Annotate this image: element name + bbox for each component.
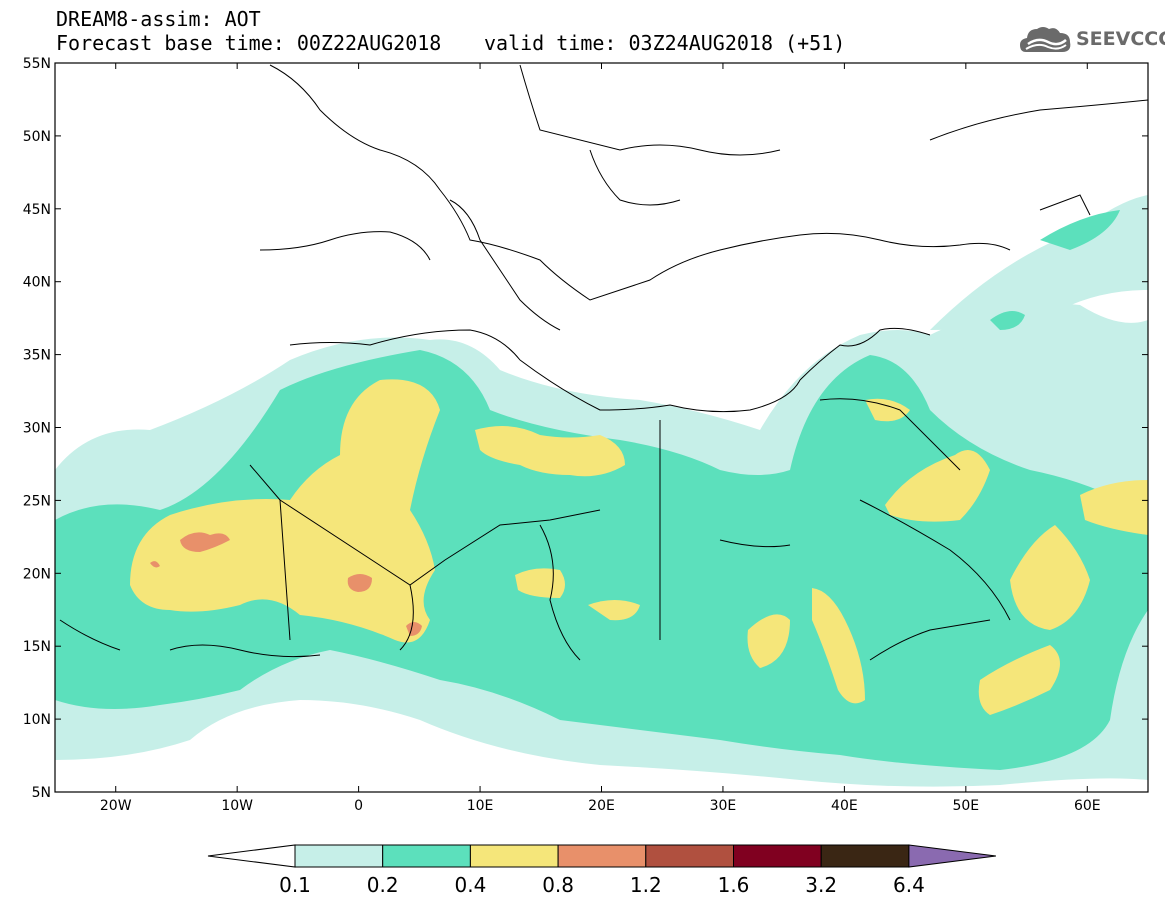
lat-tick-label: 10N bbox=[23, 712, 51, 728]
lon-tick-label: 40E bbox=[831, 798, 858, 814]
lon-tick-label: 30E bbox=[710, 798, 737, 814]
lat-tick-label: 50N bbox=[23, 129, 51, 145]
aot-level-0.2 bbox=[55, 350, 1148, 770]
country-borders bbox=[59, 64, 1148, 661]
forecast-base-time: Forecast base time: 00Z22AUG2018 bbox=[56, 31, 442, 55]
lat-tick-label: 45N bbox=[23, 202, 51, 218]
lon-tick-label: 60E bbox=[1074, 798, 1101, 814]
colorbar: 0.1 0.2 0.4 0.8 1.2 1.6 3.2 6.4 bbox=[207, 844, 996, 897]
colorbar-swatch bbox=[382, 844, 471, 868]
lon-tick-label: 50E bbox=[952, 798, 979, 814]
lat-tick-label: 40N bbox=[23, 275, 51, 291]
colorbar-swatch bbox=[294, 844, 384, 868]
aot-level-0.8 bbox=[180, 532, 230, 552]
colorbar-swatch bbox=[733, 844, 822, 868]
seevccc-logo: SEEVCCC bbox=[1018, 20, 1165, 60]
colorbar-under-arrow bbox=[207, 844, 296, 868]
valid-time: valid time: 03Z24AUG2018 (+51) bbox=[484, 31, 846, 55]
colorbar-swatch bbox=[820, 844, 910, 868]
colorbar-swatch bbox=[557, 844, 647, 868]
lat-tick-label: 30N bbox=[23, 421, 51, 437]
axis-ticks: 20W 10W 0 10E 20E 30E 40E 50E 60E 55N 50N 45N 40N 35N… bbox=[23, 56, 1148, 814]
map-title: DREAM8-assim: AOT bbox=[56, 7, 261, 31]
colorbar-swatch bbox=[645, 844, 734, 868]
aot-field bbox=[55, 195, 1148, 787]
lat-tick-label: 5N bbox=[32, 785, 51, 801]
colorbar-swatch bbox=[469, 844, 559, 868]
lat-tick-label: 20N bbox=[23, 566, 51, 582]
lon-tick-label: 10E bbox=[467, 798, 494, 814]
logo-text: SEEVCCC bbox=[1076, 28, 1165, 50]
cloud-icon bbox=[1020, 27, 1071, 52]
lon-tick-label: 20E bbox=[588, 798, 615, 814]
colorbar-label: 0.4 bbox=[454, 873, 486, 897]
colorbar-label: 0.8 bbox=[542, 873, 574, 897]
colorbar-label: 6.4 bbox=[893, 873, 925, 897]
colorbar-label: 1.2 bbox=[630, 873, 662, 897]
lat-tick-label: 25N bbox=[23, 493, 51, 509]
colorbar-label: 1.6 bbox=[718, 873, 750, 897]
lat-tick-label: 55N bbox=[23, 56, 51, 72]
lon-tick-label: 10W bbox=[221, 798, 253, 814]
lat-tick-label: 15N bbox=[23, 639, 51, 655]
lon-tick-label: 20W bbox=[100, 798, 132, 814]
colorbar-label: 0.1 bbox=[279, 873, 311, 897]
lat-tick-label: 35N bbox=[23, 348, 51, 364]
lon-tick-label: 0 bbox=[354, 798, 363, 814]
colorbar-over-arrow bbox=[908, 844, 996, 868]
colorbar-label: 3.2 bbox=[805, 873, 837, 897]
colorbar-label: 0.2 bbox=[367, 873, 399, 897]
